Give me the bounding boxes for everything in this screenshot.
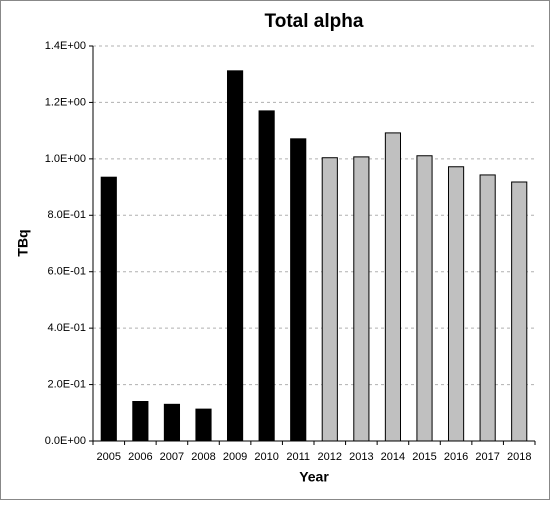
y-tick-label: 1.2E+00 [45,96,86,108]
bar [447,166,465,442]
y-tick-label: 1.4E+00 [45,40,86,52]
y-tick-label: 8.0E-01 [47,209,86,221]
x-tick-label: 2016 [444,451,468,463]
x-tick-label: 2014 [381,451,405,463]
bar [258,110,275,442]
y-tick-label: 1.0E+00 [45,153,86,165]
x-tick-label: 2012 [318,451,342,463]
bar [226,70,244,442]
y-tick-label: 4.0E-01 [47,322,86,334]
x-tick-label: 2009 [223,451,247,463]
bar [100,176,117,442]
y-axis-label: TBq [15,229,31,256]
bar [321,157,338,442]
x-tick-label: 2011 [286,451,310,463]
y-tick-label: 0.0E+00 [45,435,86,447]
x-tick-label: 2005 [97,451,121,463]
x-tick-label: 2015 [412,451,436,463]
bar [353,156,370,442]
x-tick-label: 2018 [507,451,531,463]
x-tick-label: 2010 [254,451,278,463]
bar [416,155,433,442]
bar [511,181,528,442]
x-tick-label: 2006 [128,451,152,463]
bar [163,403,181,442]
x-tick-label: 2013 [349,451,373,463]
y-tick-label: 2.0E-01 [47,378,86,390]
x-axis-label: Year [299,469,329,485]
y-tick-label: 6.0E-01 [47,266,86,278]
bar [195,408,212,442]
bar [384,132,402,442]
chart-title: Total alpha [265,11,364,32]
bar [290,138,307,442]
bar [479,174,496,442]
x-tick-label: 2017 [475,451,499,463]
x-tick-label: 2007 [160,451,184,463]
x-tick-label: 2008 [191,451,215,463]
bar [132,401,149,442]
